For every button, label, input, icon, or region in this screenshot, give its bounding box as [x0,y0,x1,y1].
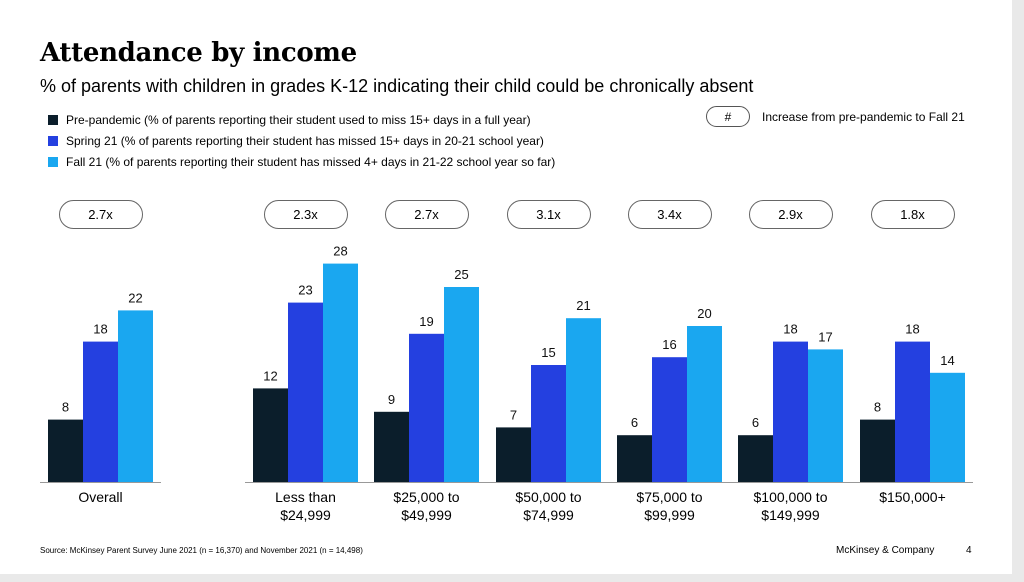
category-label-overall: Overall [78,489,122,505]
data-label-150-000-series-2: 14 [940,353,954,368]
bar-100-000-to-149-999-series-0 [738,435,773,482]
data-label-less-than-24-999-series-1: 23 [298,283,312,298]
data-label-25-000-to-49-999-series-2: 25 [454,267,468,282]
data-label-less-than-24-999-series-2: 28 [333,244,347,259]
increase-note-symbol: # [706,106,750,127]
increase-note: # Increase from pre-pandemic to Fall 21 [706,106,965,127]
legend-swatch-fall-21 [48,156,58,167]
bar-100-000-to-149-999-series-2 [808,349,843,482]
page-subtitle: % of parents with children in grades K-1… [40,76,754,96]
legend-label-spring-21: Spring 21 (% of parents reporting their … [66,133,544,148]
category-label-less-than-24-999-line2: $24,999 [280,507,331,523]
data-label-50-000-to-74-999-series-1: 15 [541,345,555,360]
legend-label-pre-pandemic: Pre-pandemic (% of parents reporting the… [66,112,531,127]
increase-pill-100-000-to-149-999: 2.9x [748,200,833,229]
bar-overall-series-0 [48,419,83,482]
bar-150-000-series-0 [860,419,895,482]
bar-overall-series-1 [83,341,118,482]
increase-pill-overall: 2.7x [58,200,143,229]
page-number: 4 [966,545,972,556]
bar-50-000-to-74-999-series-0 [496,427,531,482]
increase-pill-75-000-to-99-999: 3.4x [627,200,712,229]
data-label-150-000-series-1: 18 [905,322,919,337]
bar-less-than-24-999-series-0 [253,388,288,482]
legend-label-fall-21: Fall 21 (% of parents reporting their st… [66,154,556,169]
increase-pill-25-000-to-49-999: 2.7x [384,200,469,229]
bar-150-000-series-2 [930,372,965,482]
data-label-25-000-to-49-999-series-1: 19 [419,314,433,329]
data-label-50-000-to-74-999-series-0: 7 [510,407,517,422]
data-label-100-000-to-149-999-series-2: 17 [818,329,832,344]
data-label-25-000-to-49-999-series-0: 9 [388,392,395,407]
increase-pill-150-000: 1.8x [870,200,955,229]
bar-25-000-to-49-999-series-1 [409,333,444,482]
legend-swatch-spring-21 [48,135,58,146]
data-label-150-000-series-0: 8 [874,400,881,415]
category-label-100-000-to-149-999-line2: $149,999 [761,507,820,523]
data-label-overall-series-1: 18 [93,322,107,337]
category-label-75-000-to-99-999: $75,000 to [636,489,702,505]
data-label-overall-series-0: 8 [62,400,69,415]
legend-item-fall-21: Fall 21 (% of parents reporting their st… [48,151,555,172]
category-label-75-000-to-99-999-line2: $99,999 [644,507,695,523]
bar-25-000-to-49-999-series-0 [374,411,409,482]
increase-note-label: Increase from pre-pandemic to Fall 21 [762,109,965,124]
bar-150-000-series-1 [895,341,930,482]
category-label-50-000-to-74-999-line2: $74,999 [523,507,574,523]
page-title: Attendance by income [40,38,357,68]
category-label-25-000-to-49-999: $25,000 to [393,489,459,505]
bar-overall-series-2 [118,310,153,482]
data-label-100-000-to-149-999-series-1: 18 [783,322,797,337]
bar-100-000-to-149-999-series-1 [773,341,808,482]
bar-75-000-to-99-999-series-2 [687,326,722,482]
footer-source: Source: McKinsey Parent Survey June 2021… [40,546,363,555]
bar-chart: 8 18 22 Overall 12 23 28 Less than $24,999 9 19 25 $… [40,244,973,523]
legend-swatch-pre-pandemic [48,114,58,125]
data-label-50-000-to-74-999-series-2: 21 [576,298,590,313]
footer-brand: McKinsey & Company [836,545,935,556]
category-label-100-000-to-149-999: $100,000 to [754,489,828,505]
category-label-less-than-24-999: Less than [275,489,336,505]
data-label-75-000-to-99-999-series-0: 6 [631,415,638,430]
increase-pill-less-than-24-999: 2.3x [263,200,348,229]
bar-less-than-24-999-series-2 [323,263,358,482]
bar-50-000-to-74-999-series-1 [531,365,566,482]
bar-75-000-to-99-999-series-1 [652,357,687,482]
data-label-75-000-to-99-999-series-2: 20 [697,306,711,321]
bar-25-000-to-49-999-series-2 [444,287,479,482]
data-label-overall-series-2: 22 [128,290,142,305]
bar-50-000-to-74-999-series-2 [566,318,601,482]
bar-75-000-to-99-999-series-0 [617,435,652,482]
bar-less-than-24-999-series-1 [288,302,323,482]
legend-item-pre-pandemic: Pre-pandemic (% of parents reporting the… [48,109,555,130]
data-label-100-000-to-149-999-series-0: 6 [752,415,759,430]
data-label-less-than-24-999-series-0: 12 [263,368,277,383]
category-label-25-000-to-49-999-line2: $49,999 [401,507,452,523]
slide: Attendance by income % of parents with c… [0,0,1012,574]
legend-item-spring-21: Spring 21 (% of parents reporting their … [48,130,555,151]
legend: Pre-pandemic (% of parents reporting the… [48,109,555,172]
category-label-150-000: $150,000+ [879,489,946,505]
increase-pill-50-000-to-74-999: 3.1x [506,200,591,229]
category-label-50-000-to-74-999: $50,000 to [515,489,581,505]
data-label-75-000-to-99-999-series-1: 16 [662,337,676,352]
